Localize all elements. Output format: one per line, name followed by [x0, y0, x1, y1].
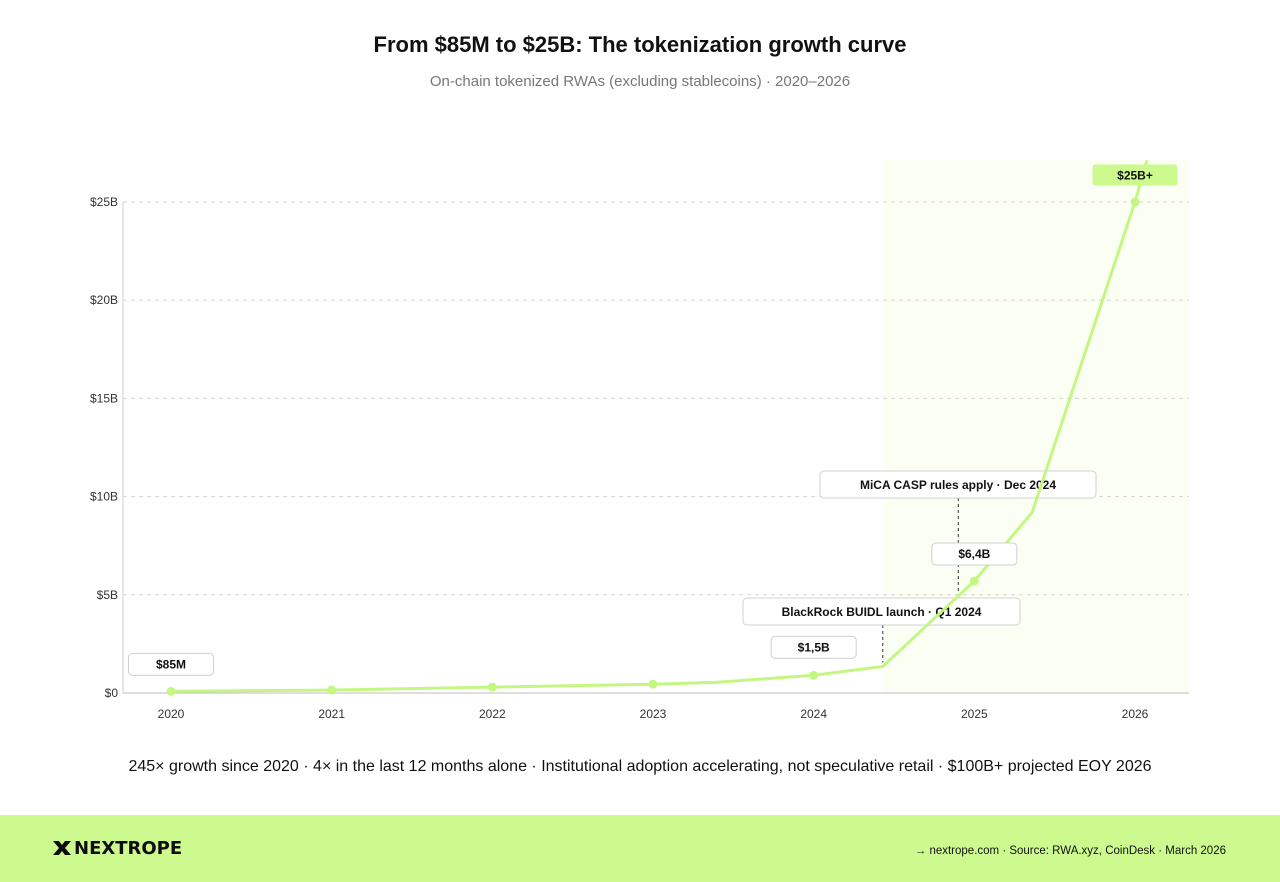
x-tick-label: 2022: [479, 707, 506, 721]
brand-name: NEXTROPE: [74, 837, 183, 859]
x-tick-label: 2025: [961, 707, 988, 721]
data-point: [648, 679, 658, 689]
y-tick-label: $0: [105, 686, 119, 700]
x-tick-label: 2023: [640, 707, 667, 721]
data-point: [809, 670, 819, 680]
key-insights-caption: 245× growth since 2020 · 4× in the last …: [128, 758, 1152, 775]
nextrope-logo[interactable]: NEXTROPE: [52, 837, 182, 859]
value-label: $25B+: [1117, 169, 1153, 183]
x-tick-label: 2020: [158, 707, 185, 721]
value-label: $6,4B: [958, 547, 990, 561]
value-label-box: [128, 652, 214, 676]
y-tick-label: $15B: [90, 391, 118, 405]
y-tick-label: $5B: [97, 588, 118, 602]
x-tick-label: 2021: [318, 707, 345, 721]
footer-bar: NEXTROPE → nextrope.com · Source: RWA.xy…: [0, 815, 1280, 882]
data-point: [969, 576, 979, 586]
value-label-box: [1092, 164, 1178, 186]
chart-title: From $85M to $25B: The tokenization grow…: [373, 32, 907, 57]
chart-subtitle: On-chain tokenized RWAs (excluding stabl…: [429, 73, 851, 90]
x-tick-label: 2026: [1122, 707, 1149, 721]
data-point: [1130, 197, 1140, 207]
annotation-box: [819, 470, 1097, 499]
value-label: $85M: [156, 657, 186, 671]
data-point: [487, 682, 497, 692]
data-point: [327, 685, 337, 695]
data-point: [166, 686, 176, 696]
value-label-box: [931, 542, 1018, 566]
y-tick-label: $10B: [90, 490, 118, 504]
value-label: $1,5B: [798, 640, 830, 654]
line-chart: $0 $5B $10B $15B $20B $25B 2020 2021 2022 2023 202…: [90, 160, 1189, 721]
x-tick-label: 2024: [800, 707, 827, 721]
source-credit[interactable]: → nextrope.com · Source: RWA.xyz, CoinDe…: [914, 845, 1226, 857]
nextrope-x-icon: [53, 841, 71, 855]
annotation-label: MiCA CASP rules apply · Dec 2024: [860, 478, 1056, 492]
value-label-box: [770, 635, 857, 659]
y-tick-label: $20B: [90, 293, 118, 307]
annotation-label: BlackRock BUIDL launch · Q1 2024: [782, 605, 982, 619]
y-tick-label: $25B: [90, 195, 118, 209]
